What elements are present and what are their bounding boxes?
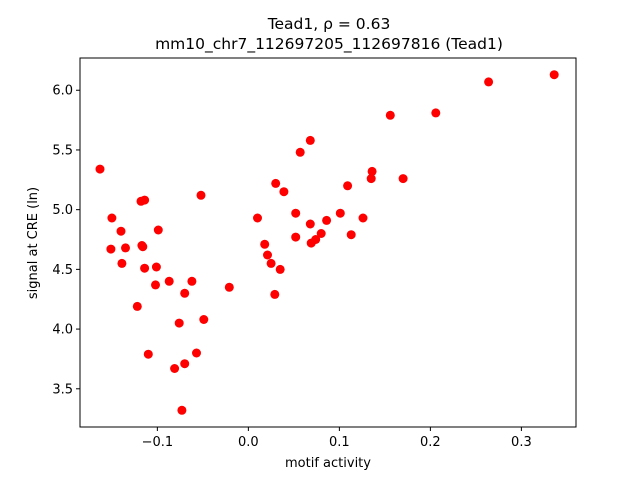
data-point-36 (291, 232, 301, 242)
data-point-54 (549, 70, 559, 80)
x-axis-ticks: −0.1 0.0 0.1 0.2 0.3 (142, 427, 532, 450)
data-point-52 (431, 108, 441, 118)
y-tick-label: 4.0 (52, 323, 73, 338)
data-point-14 (151, 262, 161, 272)
data-point-19 (177, 405, 187, 415)
data-point-44 (335, 208, 345, 218)
data-point-0 (95, 164, 105, 174)
data-point-13 (153, 225, 163, 235)
data-point-43 (322, 215, 332, 225)
data-point-31 (271, 178, 281, 188)
y-tick-label: 5.0 (52, 203, 73, 218)
data-point-28 (260, 239, 270, 249)
chart-title-line2: mm10_chr7_112697205_112697816 (Tead1) (155, 35, 503, 54)
data-point-1 (107, 213, 117, 223)
x-tick-label: 0.1 (329, 435, 350, 450)
x-tick-label: 0.0 (238, 435, 259, 450)
y-tick-label: 6.0 (52, 84, 73, 99)
data-point-35 (291, 208, 301, 218)
data-point-10 (138, 242, 148, 252)
axes-frame (79, 57, 577, 428)
data-point-41 (311, 235, 321, 244)
y-tick-label: 4.5 (52, 263, 73, 278)
data-point-34 (279, 187, 289, 197)
data-point-24 (196, 190, 206, 200)
y-axis-label: signal at CRE (ln) (26, 187, 41, 299)
data-point-17 (170, 364, 180, 373)
x-axis-label: motif activity (285, 456, 371, 471)
data-point-5 (121, 243, 130, 253)
data-point-22 (187, 276, 197, 286)
data-point-21 (180, 359, 190, 369)
data-point-33 (275, 264, 285, 274)
data-point-12 (143, 349, 153, 359)
data-point-50 (385, 110, 395, 120)
x-tick-label: 0.3 (511, 435, 532, 450)
data-point-11 (140, 263, 150, 273)
data-point-51 (398, 174, 408, 184)
data-point-20 (180, 288, 190, 298)
data-point-42 (316, 229, 326, 238)
data-point-30 (266, 258, 276, 268)
data-point-27 (253, 213, 262, 223)
data-point-37 (295, 147, 305, 157)
data-point-15 (151, 280, 160, 290)
x-tick-label: 0.2 (420, 435, 441, 450)
data-point-6 (132, 301, 142, 311)
y-axis-ticks: 3.5 4.0 4.5 5.0 5.5 6.0 (52, 84, 80, 397)
data-point-48 (367, 166, 377, 176)
data-point-29 (263, 250, 272, 260)
data-point-2 (106, 244, 116, 254)
data-point-38 (305, 135, 315, 145)
data-point-16 (164, 276, 174, 286)
data-point-23 (192, 348, 201, 358)
y-tick-label: 5.5 (52, 143, 73, 158)
chart-title-line1: Tead1, ρ = 0.63 (267, 15, 391, 33)
data-point-18 (174, 318, 184, 328)
data-point-8 (140, 195, 150, 205)
data-point-47 (358, 213, 368, 223)
data-point-26 (224, 282, 234, 292)
data-point-25 (199, 315, 209, 324)
data-point-49 (366, 174, 376, 184)
data-point-32 (270, 289, 280, 299)
x-tick-label: −0.1 (142, 435, 174, 450)
data-point-53 (484, 77, 494, 87)
data-point-46 (346, 230, 356, 240)
data-point-39 (305, 219, 315, 229)
data-point-45 (343, 181, 353, 191)
data-point-4 (117, 258, 127, 268)
data-point-3 (116, 226, 126, 236)
y-tick-label: 3.5 (52, 382, 73, 397)
plot-area (95, 70, 559, 415)
